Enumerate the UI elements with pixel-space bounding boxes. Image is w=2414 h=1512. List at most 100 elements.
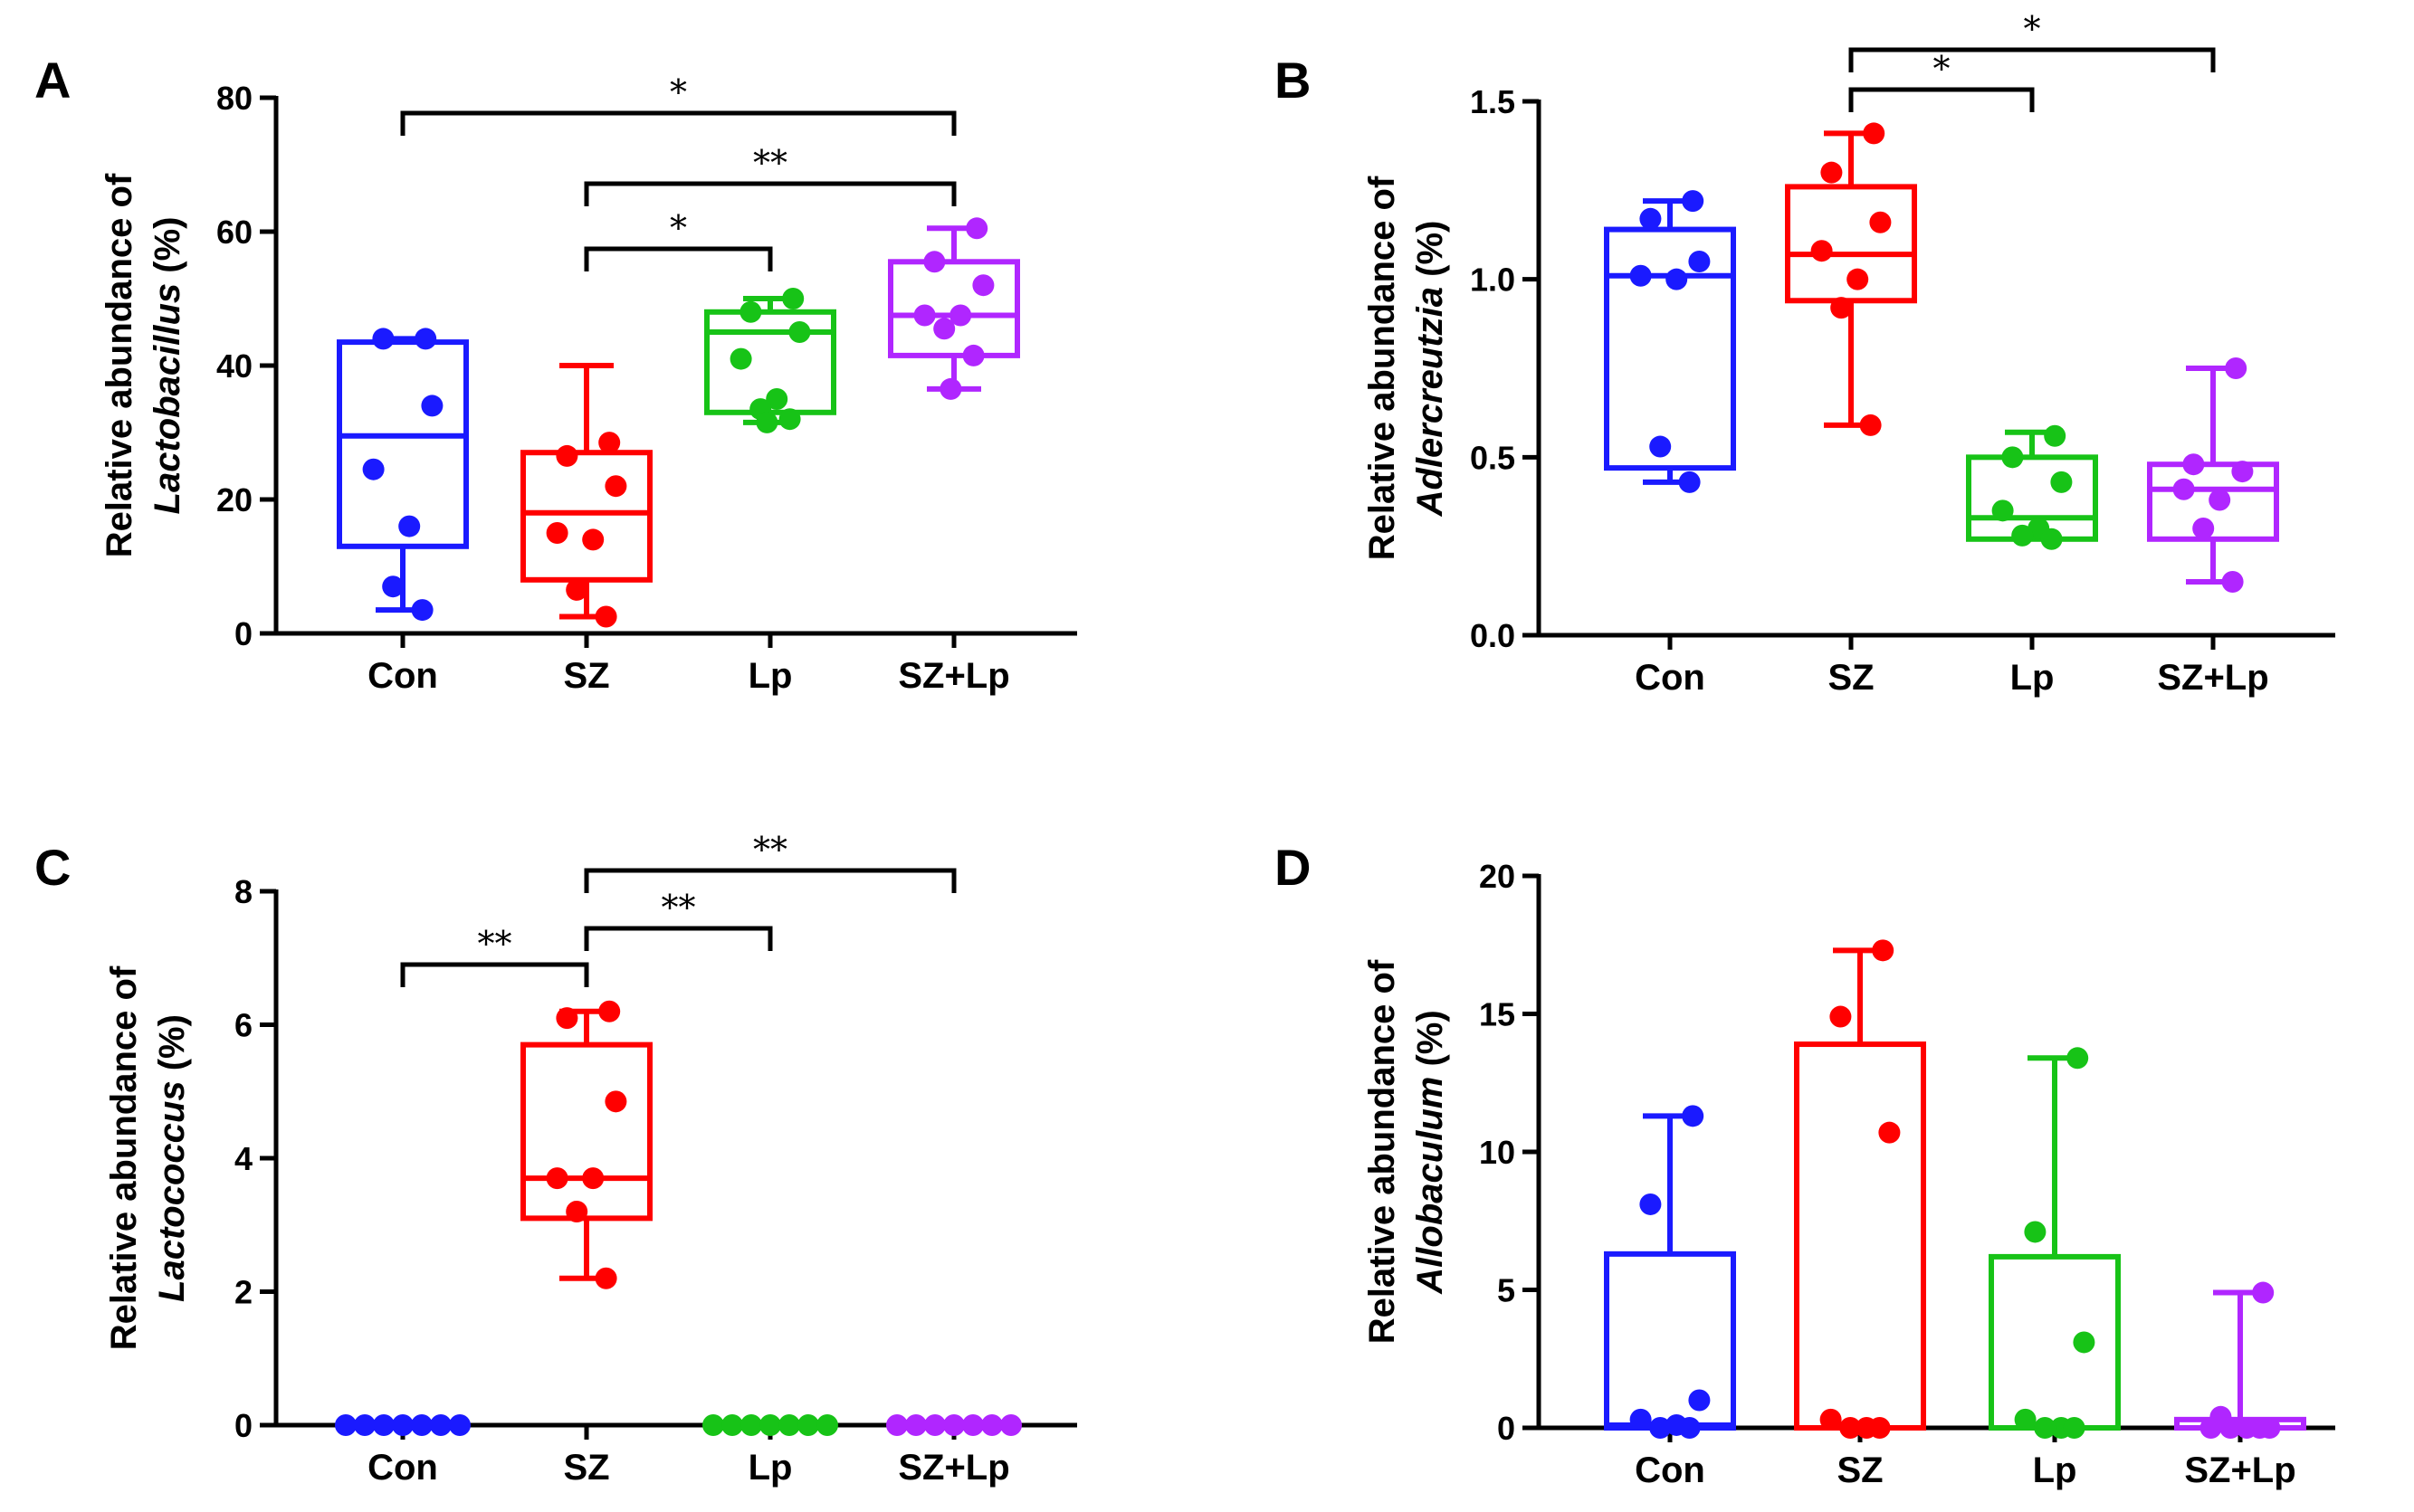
data-point [1869, 211, 1892, 233]
y-tick-label: 0 [234, 615, 253, 652]
box-group-sz [520, 363, 653, 628]
data-point [1629, 1408, 1652, 1431]
x-tick-label-sz: SZ [1827, 658, 1874, 698]
data-point [1820, 161, 1843, 184]
y-axis-label-taxon: Allobaculum [1410, 1077, 1450, 1295]
y-axis-label-taxon: Lactobacillus [148, 283, 187, 515]
box [1785, 184, 1917, 304]
data-point [2044, 424, 2066, 447]
box [1989, 1253, 2121, 1431]
data-point [966, 217, 988, 240]
significance-label: * [670, 72, 687, 112]
data-point [605, 475, 627, 498]
data-point [759, 1414, 781, 1436]
data-point [816, 1414, 838, 1436]
data-point [924, 1414, 946, 1436]
data-point [972, 274, 995, 297]
significance-label: ** [478, 924, 512, 964]
x-tick-label-lp: Lp [749, 656, 793, 696]
data-point [2040, 528, 2063, 550]
data-point [582, 528, 605, 551]
data-point [940, 377, 962, 400]
box-group-lp [1966, 424, 2098, 550]
data-point [335, 1414, 357, 1436]
x-tick-label-sz-plus-lp: SZ+Lp [898, 656, 1009, 696]
x-tick-label-sz-plus-lp: SZ+Lp [898, 1448, 1009, 1488]
box [520, 1041, 653, 1222]
data-point [923, 251, 946, 273]
data-point [886, 1414, 908, 1436]
data-point [1846, 268, 1869, 290]
panel-letter: C [34, 839, 71, 896]
data-point [595, 1267, 617, 1289]
data-point [949, 304, 972, 327]
box-group-con [335, 1414, 471, 1436]
data-point [1665, 268, 1688, 290]
data-point [2050, 471, 2073, 493]
data-point [566, 578, 588, 601]
significance-label: * [670, 208, 687, 248]
data-point [2225, 357, 2247, 379]
y-axis-label-taxon: Lactococcus [152, 1080, 192, 1302]
data-point [1872, 939, 1894, 962]
data-point [546, 1167, 568, 1190]
data-point [782, 288, 805, 309]
data-point [1000, 1414, 1022, 1436]
data-point [2172, 478, 2195, 500]
data-point [430, 1414, 452, 1436]
data-point [962, 344, 985, 366]
data-point [797, 1414, 819, 1436]
data-point [1682, 190, 1704, 213]
data-point [778, 408, 801, 431]
box [2147, 461, 2279, 542]
data-point [943, 1414, 965, 1436]
panel-letter: D [1274, 839, 1311, 896]
data-point [2063, 1417, 2085, 1439]
bracket-line [400, 110, 957, 136]
y-axis-label-line2: Lactobacillus (%) [148, 217, 187, 515]
y-axis-label-taxon: Adlercreutzia [1410, 287, 1450, 517]
significance-label: * [1933, 49, 1951, 89]
box [1794, 1041, 1926, 1431]
x-tick-label-con: Con [367, 1448, 438, 1488]
data-point [1682, 1105, 1704, 1127]
bracket-line [584, 868, 957, 893]
data-point [730, 347, 752, 370]
box-group-sz-plus-lp [2147, 357, 2279, 593]
data-point [598, 432, 621, 454]
bracket-line [584, 246, 773, 271]
data-point [1839, 1417, 1862, 1439]
data-point [1649, 1417, 1672, 1439]
box-group-sz [1785, 122, 1917, 436]
data-point [1878, 1121, 1901, 1144]
box [1604, 226, 1736, 471]
bracket-line [584, 181, 957, 206]
y-axis-label-unit: (%) [1410, 1010, 1450, 1076]
data-point [778, 1414, 800, 1436]
y-tick-label: 8 [234, 873, 253, 910]
data-point [2001, 446, 2024, 469]
data-point [2219, 1417, 2242, 1439]
x-tick-label-sz: SZ [1837, 1450, 1883, 1490]
x-tick-label-lp: Lp [2033, 1450, 2077, 1490]
x-tick-label-sz: SZ [563, 1448, 609, 1488]
panel-c: C 0 2 4 6 8 Con SZ Lp SZ+Lp Relative abundance of L… [34, 830, 1077, 1488]
data-point [1868, 1417, 1891, 1439]
data-point [2199, 1417, 2222, 1439]
y-axis-label-line1: Relative abundance of [1362, 176, 1402, 560]
significance-label: ** [662, 888, 696, 927]
y-axis-label-line1: Relative abundance of [100, 173, 139, 557]
panel-a: A 0 20 40 60 80 Con SZ Lp SZ+Lp Relative abundance… [34, 52, 1077, 696]
panel-letter: A [34, 52, 71, 109]
data-point [1649, 435, 1672, 458]
box-group-sz [520, 1000, 653, 1289]
data-point [788, 321, 811, 343]
y-axis-label-unit: (%) [152, 1014, 192, 1080]
box-group-con [1604, 1105, 1736, 1439]
significance-bracket: * [1848, 49, 2035, 112]
data-point [1678, 471, 1701, 493]
data-point [373, 1414, 395, 1436]
y-axis-label-line1: Relative abundance of [104, 965, 144, 1350]
box [1604, 1250, 1736, 1431]
panel-b: B 0.0 0.5 1.0 1.5 Con SZ Lp SZ+Lp Relative abunda… [1274, 9, 2335, 698]
